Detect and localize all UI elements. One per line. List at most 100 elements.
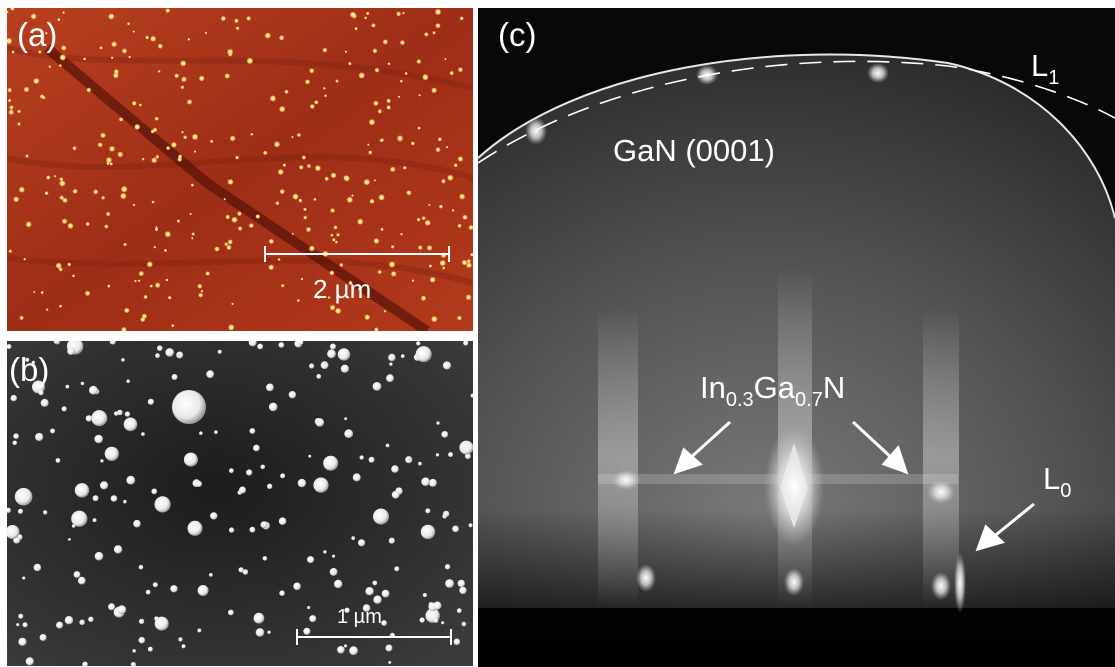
afm-island [225, 214, 231, 220]
afm-island [431, 315, 438, 323]
sem-island [320, 361, 329, 370]
sem-island [92, 518, 97, 523]
afm-island [459, 16, 464, 21]
afm-island [374, 67, 380, 73]
afm-island [369, 198, 375, 204]
afm-island [402, 165, 407, 170]
sem-island [373, 508, 389, 525]
afm-island [317, 295, 321, 300]
sem-island [82, 661, 88, 666]
afm-island [439, 259, 446, 267]
afm-island [170, 141, 177, 148]
sem-island [260, 521, 268, 529]
afm-island [128, 55, 131, 59]
sem-island [316, 374, 322, 379]
sem-island [100, 481, 109, 490]
rheed-pattern [478, 8, 1115, 667]
afm-island [304, 79, 311, 85]
sem-island [141, 432, 145, 436]
afm-island [72, 188, 78, 194]
afm-island [379, 138, 383, 143]
sem-island [183, 452, 198, 467]
afm-island [246, 16, 252, 21]
afm-island [330, 172, 337, 179]
panel-c-label: (c) [498, 16, 537, 53]
afm-island [456, 315, 462, 321]
sem-island [344, 429, 354, 439]
sem-island [138, 564, 144, 570]
sem-island [248, 341, 257, 347]
afm-island [138, 103, 142, 107]
sem-island [165, 348, 174, 357]
sem-island [239, 486, 246, 494]
sem-island [288, 391, 297, 399]
afm-island [364, 16, 368, 20]
sem-island [39, 634, 47, 641]
sem-island [381, 589, 390, 598]
afm-island [322, 47, 328, 53]
afm-island [58, 304, 63, 308]
sem-island [154, 496, 171, 513]
afm-island [332, 238, 336, 242]
afm-island [121, 48, 128, 54]
sem-island [391, 490, 400, 499]
afm-island [424, 32, 429, 37]
sem-island [13, 433, 19, 439]
afm-island [378, 194, 385, 201]
afm-island [348, 61, 352, 66]
afm-island [23, 86, 30, 93]
sem-island [246, 469, 253, 476]
afm-island [280, 283, 285, 288]
sem-island [126, 475, 136, 485]
afm-island [146, 261, 153, 268]
afm-island [364, 314, 371, 321]
sem-island [123, 499, 127, 504]
sem-island [337, 348, 351, 361]
sem-island [249, 526, 256, 533]
afm-island [224, 73, 230, 79]
afm-island [334, 240, 338, 244]
sem-island [433, 601, 442, 610]
afm-island [284, 89, 289, 95]
afm-island [349, 11, 357, 18]
ingan-label: In0.3Ga0.7N [700, 370, 846, 411]
afm-island [205, 271, 211, 276]
rheed-streaks [598, 268, 959, 608]
afm-island [83, 57, 87, 61]
sem-island [64, 616, 74, 625]
afm-island [121, 326, 127, 331]
afm-scale-bar [264, 246, 450, 262]
sem-island [461, 621, 467, 627]
sem-island [22, 622, 28, 628]
afm-island [101, 195, 106, 200]
afm-island [390, 166, 396, 173]
sem-island [463, 341, 469, 346]
afm-island [303, 207, 307, 212]
afm-island [123, 242, 127, 247]
sem-island [94, 434, 103, 444]
sem-island [388, 537, 395, 544]
sem-island [407, 456, 411, 461]
afm-island [390, 244, 395, 249]
sem-island [359, 455, 364, 460]
afm-island [445, 145, 449, 149]
sem-island [94, 551, 104, 561]
afm-island [357, 287, 362, 292]
afm-island [380, 227, 384, 232]
afm-island [134, 279, 137, 283]
afm-island [100, 132, 106, 139]
sem-island [308, 454, 312, 458]
afm-island [59, 54, 67, 61]
afm-island [180, 60, 187, 67]
sem-island [132, 649, 136, 653]
afm-island [214, 246, 220, 252]
sem-island [117, 409, 123, 416]
sem-island [32, 380, 45, 394]
afm-island [269, 95, 277, 102]
sem-island [368, 456, 375, 463]
afm-island [46, 175, 51, 180]
sem-island [266, 383, 274, 392]
sem-island [260, 464, 266, 470]
sem-island [7, 525, 20, 539]
afm-island [231, 302, 234, 306]
